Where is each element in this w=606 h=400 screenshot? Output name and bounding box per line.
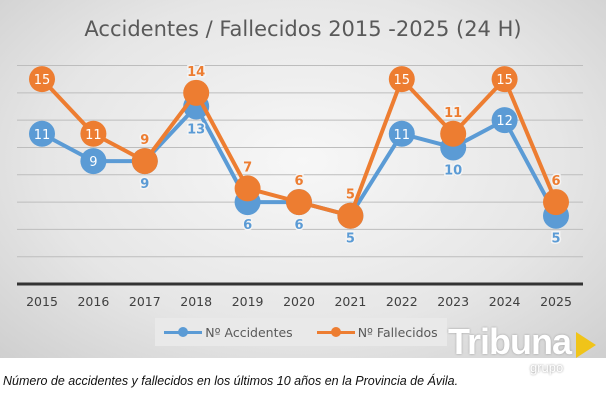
data-point-fallecidos — [337, 202, 364, 229]
data-point-fallecidos — [183, 79, 210, 106]
data-point-fallecidos — [491, 66, 518, 93]
x-tick-label: 2019 — [232, 294, 264, 309]
data-point-fallecidos — [543, 189, 569, 216]
legend-swatch-accidentes — [164, 327, 203, 337]
data-label-accidentes: 9 — [140, 177, 149, 192]
data-label-fallecidos: 9 — [140, 133, 149, 148]
data-point-fallecidos — [234, 175, 261, 202]
line-chart: 2015 2016 2017 2018 2019 2020 2021 2022 2023 2024… — [17, 63, 583, 309]
data-label-fallecidos: 11 — [444, 106, 462, 121]
x-tick-label: 2015 — [26, 294, 58, 309]
data-label-fallecidos: 15 — [496, 73, 513, 88]
data-label-accidentes: 11 — [394, 128, 411, 143]
tribuna-logo: Tribuna grupo — [448, 321, 598, 375]
x-tick-label: 2017 — [129, 294, 161, 309]
data-point-fallecidos — [29, 66, 55, 93]
x-tick-label: 2025 — [540, 294, 572, 309]
legend-item-fallecidos: Nº Fallecidos — [316, 324, 438, 340]
x-tick-label: 2021 — [334, 294, 366, 309]
x-tick-label: 2024 — [489, 294, 521, 309]
logo-text: Tribuna — [448, 321, 572, 362]
data-label-accidentes: 11 — [34, 128, 51, 143]
data-point-accidentes — [80, 148, 107, 175]
data-label-fallecidos: 6 — [551, 174, 560, 189]
data-point-accidentes — [29, 120, 55, 147]
data-label-accidentes: 6 — [243, 218, 252, 233]
caption: Número de accidentes y fallecidos en los… — [3, 374, 459, 388]
x-tick-label: 2020 — [283, 294, 315, 309]
data-label-fallecidos: 6 — [294, 174, 303, 189]
chart-title: Accidentes / Fallecidos 2015 -2025 (24 H… — [84, 17, 522, 41]
data-point-fallecidos — [440, 120, 467, 147]
x-tick-label: 2023 — [437, 294, 469, 309]
data-label-fallecidos: 11 — [85, 128, 102, 143]
legend-label-accidentes: Nº Accidentes — [205, 324, 293, 340]
data-label-fallecidos: 14 — [187, 65, 205, 80]
legend-swatch-fallecidos — [316, 327, 355, 337]
legend-label-fallecidos: Nº Fallecidos — [357, 324, 438, 340]
data-point-accidentes — [491, 107, 518, 134]
logo-subtext: grupo — [530, 360, 564, 375]
data-label-fallecidos: 7 — [243, 160, 252, 175]
data-label-accidentes: 6 — [294, 218, 303, 233]
legend-item-accidentes: Nº Accidentes — [164, 324, 293, 340]
data-point-accidentes — [388, 120, 415, 147]
data-label-accidentes: 5 — [346, 232, 355, 247]
data-point-fallecidos — [286, 189, 312, 216]
data-point-fallecidos — [388, 66, 415, 93]
data-label-accidentes: 10 — [444, 163, 462, 178]
data-label-accidentes: 9 — [89, 155, 97, 170]
data-label-fallecidos: 15 — [394, 73, 411, 88]
x-tick-label: 2022 — [386, 294, 418, 309]
data-label-accidentes: 13 — [187, 122, 205, 137]
data-label-fallecidos: 15 — [34, 73, 51, 88]
data-label-accidentes: 5 — [551, 232, 560, 247]
data-point-fallecidos — [131, 148, 158, 175]
chart-area: Accidentes / Fallecidos 2015 -2025 (24 H… — [0, 0, 606, 358]
data-label-fallecidos: 5 — [346, 188, 355, 203]
data-label-accidentes: 12 — [496, 114, 513, 129]
data-point-fallecidos — [80, 120, 107, 147]
legend: Nº Accidentes Nº Fallecidos — [155, 318, 447, 346]
x-tick-label: 2016 — [77, 294, 109, 309]
play-icon — [576, 332, 596, 358]
x-tick-label: 2018 — [180, 294, 212, 309]
